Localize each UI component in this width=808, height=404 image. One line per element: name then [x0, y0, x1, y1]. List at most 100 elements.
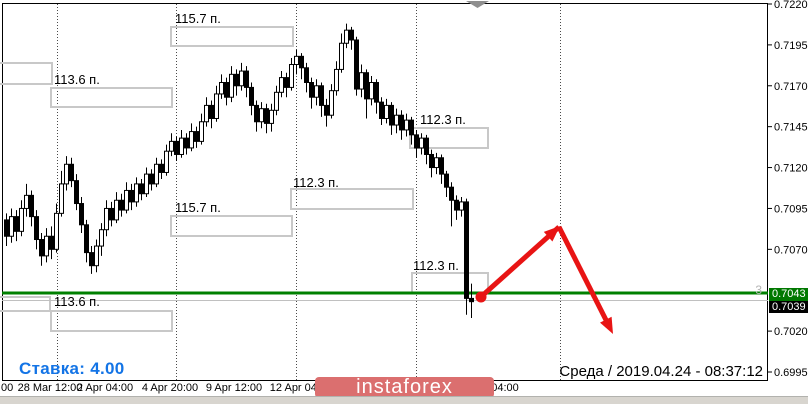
candle-body [89, 252, 94, 267]
candle-body [364, 72, 369, 100]
time-axis-label: 04:00 [491, 382, 519, 394]
measured-zone-box[interactable] [50, 310, 173, 332]
candle-body [349, 29, 354, 41]
candle-body [319, 85, 324, 106]
candle-body [4, 219, 9, 237]
measured-zone-box[interactable] [409, 127, 489, 149]
candle-body [189, 131, 194, 149]
time-axis-label: 4 Apr 20:00 [142, 382, 198, 394]
candle-body [104, 207, 109, 231]
candle-body [129, 189, 134, 203]
candle-body [389, 104, 394, 126]
measured-zone-label: 112.3 п. [420, 112, 466, 127]
candle-body [424, 137, 429, 155]
measured-zone-label: 113.6 п. [54, 294, 100, 309]
candle-body [404, 119, 409, 131]
projection-arrowhead-icon[interactable] [543, 226, 560, 242]
candle-body [454, 199, 459, 211]
candle-body [449, 186, 454, 201]
plot-border [2, 3, 768, 381]
candle-body [339, 42, 344, 70]
candle-body [34, 216, 39, 241]
candle-body [464, 201, 469, 299]
price-axis-label: 0.7020 [774, 326, 808, 338]
candle-body [14, 216, 19, 232]
broker-watermark: instaforex [315, 377, 494, 398]
candle-body [39, 239, 44, 257]
projection-arrow-line[interactable] [556, 225, 609, 322]
candle-body [169, 140, 174, 152]
candle-body [99, 229, 104, 247]
candle-body [429, 153, 434, 169]
candle-body [149, 173, 154, 185]
candle-body [154, 163, 159, 185]
candle-body [264, 108, 269, 124]
candle-body [384, 104, 389, 119]
measured-zone-box[interactable] [0, 296, 51, 312]
candle-body [304, 67, 309, 84]
time-axis-label: 9 Apr 12:00 [206, 382, 262, 394]
candle-body [144, 173, 149, 195]
candle-body [184, 137, 189, 149]
measured-zone-box[interactable] [411, 272, 489, 294]
candle-body [254, 104, 259, 123]
candle-body [324, 104, 329, 116]
measured-zone-box[interactable] [0, 62, 53, 85]
price-axis-label: 0.7170 [774, 81, 808, 93]
candle-body [309, 82, 314, 98]
candle-body [44, 235, 49, 257]
candle-body [74, 180, 79, 205]
candle-body [419, 137, 424, 149]
price-axis-label: 0.7095 [774, 203, 808, 215]
price-axis-label: 0.7220 [774, 0, 808, 11]
time-axis-label: 28 Mar 12:00 [18, 382, 83, 394]
candle-body [19, 207, 24, 232]
candle-body [179, 137, 184, 155]
candle-body [259, 108, 264, 123]
candle-body [59, 183, 64, 214]
candle-body [139, 183, 144, 195]
support-price-badge: 0.7043 [769, 288, 808, 301]
candle-body [369, 82, 374, 100]
candle-body [209, 104, 214, 119]
candle-body [444, 173, 449, 188]
candle-body [49, 235, 54, 250]
candle-body [334, 68, 339, 92]
candle-body [289, 64, 294, 88]
candle-body [229, 73, 234, 98]
candle-body [379, 101, 384, 119]
measured-zone-label: 113.6 п. [54, 72, 100, 87]
candle-body [114, 199, 119, 221]
candle-body [9, 216, 14, 237]
candle-body [354, 39, 359, 90]
measured-zone-label: 115.7 п. [175, 200, 221, 215]
candle-body [79, 203, 84, 226]
measured-zone-label: 112.3 п. [293, 175, 339, 190]
candle-body [374, 82, 379, 103]
projection-arrow-line[interactable] [481, 225, 561, 297]
candle-body [29, 194, 34, 218]
measured-zone-box[interactable] [170, 26, 294, 47]
measured-zone-box[interactable] [50, 87, 173, 108]
datetime-label: Среда / 2019.04.24 - 08:37:12 [559, 363, 763, 380]
candle-body [24, 194, 29, 209]
time-axis-label: 2 Apr 04:00 [77, 382, 133, 394]
candle-body [269, 109, 274, 124]
projection-arrowhead-icon[interactable] [600, 316, 613, 334]
candle-body [194, 131, 199, 142]
candle-body [469, 297, 474, 303]
measured-zone-box[interactable] [290, 188, 414, 210]
candle-body [234, 73, 239, 87]
entry-dot[interactable] [475, 291, 487, 303]
down-triangle-marker-icon [466, 1, 489, 8]
candle-body [174, 140, 179, 155]
candle-body [249, 86, 254, 106]
candle-body [134, 183, 139, 203]
bottom-strip [0, 396, 808, 404]
candle-body [214, 93, 219, 119]
measured-zone-box[interactable] [170, 215, 293, 237]
candle-body [299, 55, 304, 69]
candle-body [94, 245, 99, 267]
candle-body [109, 207, 114, 221]
